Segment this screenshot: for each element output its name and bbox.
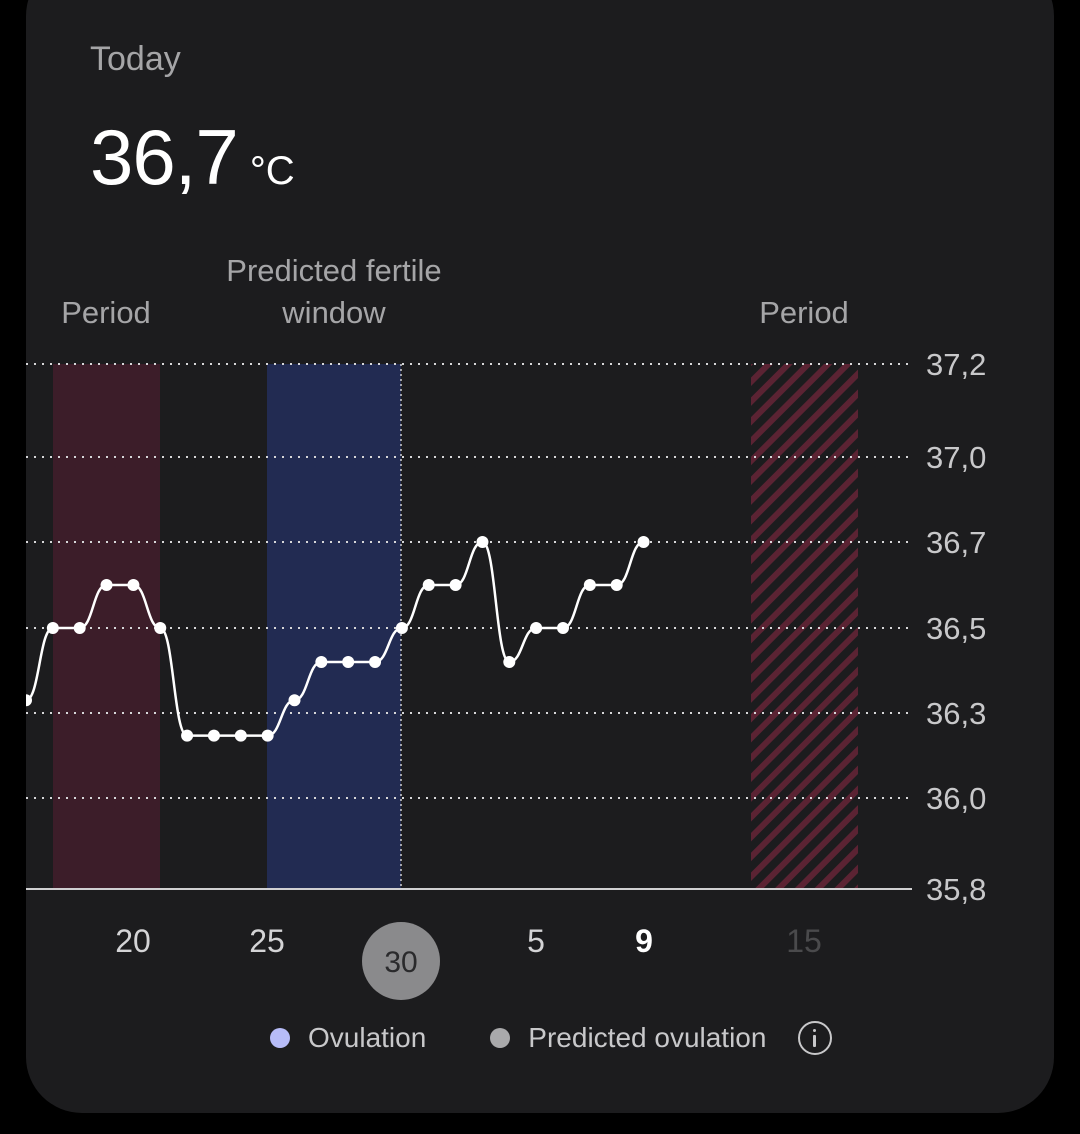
legend-predicted-ovulation: Predicted ovulation (490, 1022, 766, 1054)
temperature-point[interactable] (610, 579, 623, 591)
ovulation-dot-icon (270, 1028, 290, 1048)
predicted-period-band (751, 364, 858, 889)
y-tick-label: 36,7 (926, 525, 986, 560)
x-tick-label[interactable]: 9 (635, 923, 653, 959)
chart-legend: Ovulation Predicted ovulation (270, 1016, 833, 1060)
y-tick-label: 37,0 (926, 440, 986, 475)
band-label-fertile-line-2: window (281, 295, 386, 330)
x-tick-label: 15 (786, 923, 822, 959)
temperature-card (26, 0, 1054, 1113)
x-tick-label[interactable]: 30 (384, 946, 417, 979)
temperature-point[interactable] (288, 694, 301, 707)
temperature-point[interactable] (234, 729, 247, 742)
band-label-fertile-line-1: Predicted fertile (226, 253, 441, 288)
legend-ovulation: Ovulation (270, 1022, 426, 1054)
y-tick-label: 36,3 (926, 696, 986, 731)
temperature-point[interactable] (476, 536, 489, 548)
temperature-point[interactable] (395, 622, 408, 634)
legend-ovulation-label: Ovulation (308, 1022, 427, 1053)
band-label-period: Period (61, 295, 151, 330)
temperature-point[interactable] (342, 656, 355, 668)
temperature-point[interactable] (583, 579, 596, 591)
temperature-value: 36,7 (90, 113, 239, 201)
temperature-point[interactable] (530, 622, 543, 634)
temperature-point[interactable] (557, 622, 569, 634)
legend-predicted-ovulation-label: Predicted ovulation (528, 1022, 767, 1053)
y-tick-label: 35,8 (926, 872, 986, 907)
temperature-point[interactable] (207, 729, 220, 742)
temperature-point[interactable] (154, 622, 167, 634)
temperature-point[interactable] (449, 579, 462, 591)
x-tick-label[interactable]: 25 (249, 923, 285, 959)
temperature-point[interactable] (369, 656, 382, 668)
temperature-point[interactable] (503, 656, 516, 668)
temperature-point[interactable] (46, 622, 59, 634)
predicted-ovulation-dot-icon (490, 1028, 511, 1048)
selected-day-circle[interactable] (362, 922, 440, 1000)
x-tick-label[interactable]: 20 (115, 923, 151, 959)
temperature-point[interactable] (100, 579, 113, 591)
current-temperature: 36,7 °C (90, 112, 295, 203)
temperature-point[interactable] (315, 656, 328, 668)
y-tick-label: 37,2 (926, 347, 986, 382)
temperature-point[interactable] (637, 536, 650, 548)
temperature-point[interactable] (261, 729, 274, 742)
temperature-point[interactable] (20, 694, 32, 707)
period-band (53, 364, 160, 889)
y-tick-label: 36,5 (926, 611, 986, 646)
temperature-point[interactable] (127, 579, 140, 591)
temperature-point[interactable] (73, 622, 86, 634)
today-label: Today (90, 40, 181, 78)
y-tick-label: 36,0 (926, 781, 986, 816)
band-label-predicted-period: Period (759, 295, 849, 330)
temperature-point[interactable] (422, 579, 435, 591)
temperature-point[interactable] (181, 729, 194, 742)
info-icon[interactable] (798, 1021, 833, 1055)
x-tick-label[interactable]: 5 (527, 923, 545, 959)
temperature-unit: °C (249, 149, 295, 193)
fertile-window-band (267, 364, 401, 889)
